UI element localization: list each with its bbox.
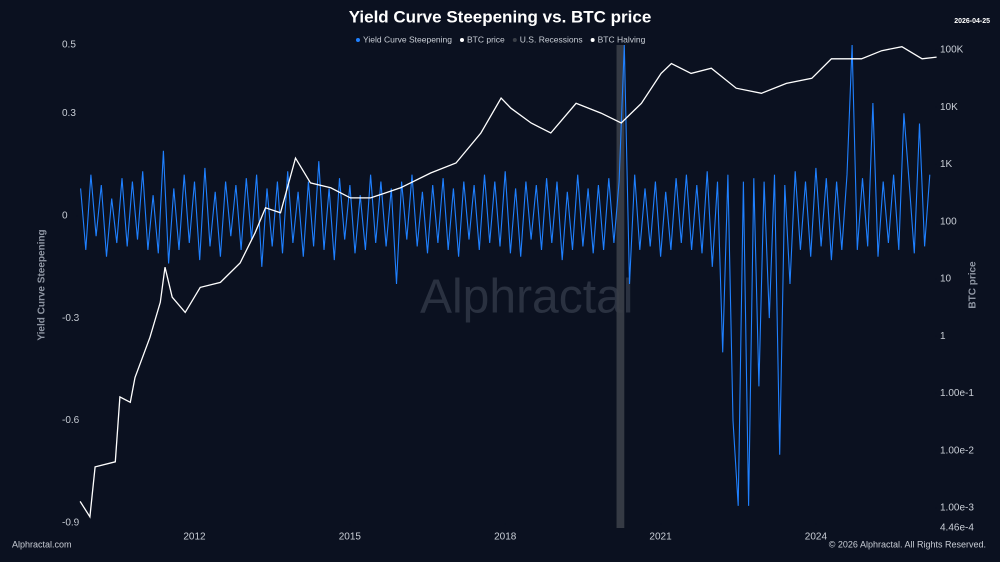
legend: Yield Curve Steepening BTC price U.S. Rece… <box>356 34 646 44</box>
date-stamp: 2026-04-25 <box>954 18 990 25</box>
yield-line <box>80 44 931 506</box>
y2-axis-title: BTC price <box>968 261 979 309</box>
legend-marker <box>356 38 360 42</box>
footer-left: Alphractal.com <box>12 539 72 549</box>
chart-title: Yield Curve Steepening vs. BTC price <box>349 7 652 26</box>
y2-tick-label: 1.00e-2 <box>940 445 974 456</box>
legend-label: BTC Halving <box>598 34 646 44</box>
y-axis-title: Yield Curve Steepening <box>37 229 48 340</box>
y2-tick-label: 100K <box>940 45 964 56</box>
footer-right: © 2026 Alphractal. All Rights Reserved. <box>829 539 986 549</box>
y2-tick-label: 4.46e-4 <box>940 523 974 534</box>
legend-marker <box>590 38 595 42</box>
y2-tick-label: 1K <box>940 159 953 170</box>
btc-price-line <box>79 46 937 519</box>
watermark: Alphractal <box>420 271 633 324</box>
x-tick-label: 2012 <box>183 532 206 543</box>
y2-tick-label: 10 <box>940 274 952 285</box>
y-tick-label: -0.6 <box>62 415 80 426</box>
y-tick-label: -0.9 <box>62 518 80 529</box>
y-tick-label: -0.3 <box>62 313 80 324</box>
y2-tick-label: 10K <box>940 102 958 113</box>
legend-label: U.S. Recessions <box>520 34 583 44</box>
y-tick-label: 0.5 <box>62 40 76 51</box>
recession-band <box>616 45 625 528</box>
y2-tick-label: 1.00e-1 <box>940 388 974 399</box>
y-tick-label: 0 <box>62 210 68 221</box>
legend-marker <box>460 38 464 42</box>
legend-marker <box>512 38 517 42</box>
x-tick-label: 2021 <box>649 532 672 543</box>
x-tick-label: 2015 <box>339 532 362 543</box>
y-tick-label: 0.3 <box>62 108 76 119</box>
x-tick-label: 2018 <box>494 532 517 543</box>
legend-label: BTC price <box>467 34 505 44</box>
y2-tick-label: 1.00e-3 <box>940 503 974 514</box>
legend-label: Yield Curve Steepening <box>363 34 452 44</box>
x-tick-label: 2024 <box>805 532 828 543</box>
y2-tick-label: 100 <box>940 216 957 227</box>
y2-tick-label: 1 <box>940 331 946 342</box>
